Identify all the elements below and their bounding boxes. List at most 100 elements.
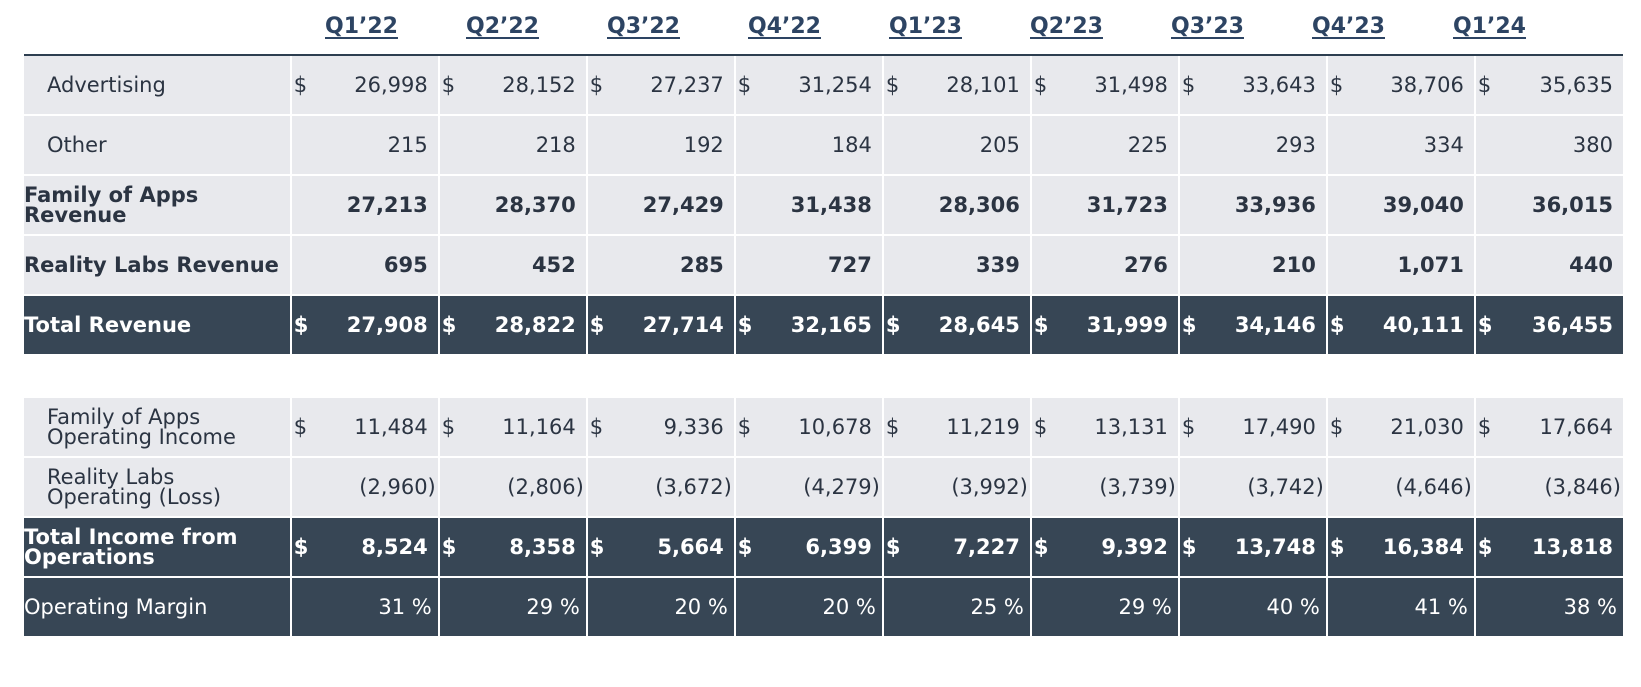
value-cell: $21,030 <box>1326 398 1476 458</box>
value-cell: $36,455 <box>1474 295 1623 356</box>
quarter-header-4: Q4’22 <box>748 14 821 39</box>
cell-value: (3,742) <box>1247 475 1324 499</box>
row-reality-labs-revenue: Reality Labs Revenue 695 452 285 727 339 276 21… <box>24 235 1623 296</box>
cell-value: 28,152 <box>502 73 576 97</box>
value-cell: $13,748 <box>1178 517 1328 578</box>
cell-value: 25 % <box>970 595 1024 619</box>
value-cell: 210 <box>1178 235 1328 296</box>
row-label-line: Operating (Loss) <box>47 485 222 509</box>
value-cell: 27,429 <box>586 175 736 236</box>
value-cell: (3,992) <box>882 457 1032 518</box>
value-cell: 293 <box>1178 115 1328 176</box>
value-cell: 36,015 <box>1474 175 1623 236</box>
cell-value: 285 <box>679 253 724 277</box>
cell-value: 10,678 <box>798 415 872 439</box>
value-cell: $28,152 <box>438 56 588 116</box>
cell-value: 33,936 <box>1234 193 1316 217</box>
value-cell: $10,678 <box>734 398 884 458</box>
value-cell: 29 % <box>1030 577 1180 638</box>
value-cell: $8,524 <box>290 517 440 578</box>
currency-symbol: $ <box>737 73 752 97</box>
row-total-revenue: Total Revenue $27,908 $28,822 $27,714 $32,16… <box>24 295 1623 356</box>
row-label: Operating Margin <box>24 577 292 638</box>
row-label: Advertising <box>24 56 292 116</box>
value-cell: 38 % <box>1474 577 1623 638</box>
cell-value: 28,306 <box>938 193 1020 217</box>
row-advertising: Advertising $26,998 $28,152 $27,237 $31,254 $… <box>24 56 1623 116</box>
cell-value: 17,664 <box>1539 415 1613 439</box>
cell-value: 727 <box>827 253 872 277</box>
value-cell: $26,998 <box>290 56 440 116</box>
value-cell: 184 <box>734 115 884 176</box>
cell-value: 36,015 <box>1531 193 1613 217</box>
cell-value: 8,358 <box>509 535 576 559</box>
row-operating-margin: Operating Margin 31 % 29 % 20 % 20 % 25 % 29 %… <box>24 577 1623 638</box>
value-cell: 41 % <box>1326 577 1476 638</box>
quarter-header: Q1’22 Q2’22 Q3’22 Q4’22 Q1’23 Q2’23 Q3’23 Q4’23… <box>0 0 1641 56</box>
cell-value: 31,498 <box>1094 73 1168 97</box>
currency-symbol: $ <box>885 313 901 337</box>
currency-symbol: $ <box>1181 415 1196 439</box>
cell-value: 36,455 <box>1531 313 1613 337</box>
cell-value: (2,960) <box>359 475 436 499</box>
value-cell: 276 <box>1030 235 1180 296</box>
cell-value: 40 % <box>1266 595 1320 619</box>
cell-value: 380 <box>1572 133 1613 157</box>
header-divider <box>24 54 1623 56</box>
value-cell: (2,806) <box>438 457 588 518</box>
value-cell: $8,358 <box>438 517 588 578</box>
cell-value: (2,806) <box>507 475 584 499</box>
cell-value: 1,071 <box>1397 253 1464 277</box>
value-cell: 339 <box>882 235 1032 296</box>
value-cell: $27,237 <box>586 56 736 116</box>
row-label-line: Reality Labs <box>47 465 175 489</box>
cell-value: 39,040 <box>1382 193 1464 217</box>
cell-value: 27,429 <box>642 193 724 217</box>
row-label-line: Operating Income <box>47 425 236 449</box>
value-cell: 695 <box>290 235 440 296</box>
value-cell: (3,739) <box>1030 457 1180 518</box>
value-cell: $31,999 <box>1030 295 1180 356</box>
cell-value: 27,213 <box>346 193 428 217</box>
value-cell: 440 <box>1474 235 1623 296</box>
currency-symbol: $ <box>589 415 604 439</box>
cell-value: 339 <box>975 253 1020 277</box>
cell-value: 11,219 <box>946 415 1020 439</box>
row-total-income-from-operations: Total Income from Operations $8,524 $8,358 $… <box>24 517 1623 578</box>
value-cell: $27,714 <box>586 295 736 356</box>
value-cell: $28,101 <box>882 56 1032 116</box>
cell-value: 31 % <box>378 595 432 619</box>
currency-symbol: $ <box>885 535 901 559</box>
cell-value: 276 <box>1124 253 1168 277</box>
currency-symbol: $ <box>1329 313 1345 337</box>
value-cell: (3,672) <box>586 457 736 518</box>
value-cell: $11,164 <box>438 398 588 458</box>
currency-symbol: $ <box>293 73 308 97</box>
cell-value: 695 <box>383 253 428 277</box>
quarter-header-3: Q3’22 <box>607 14 680 39</box>
cell-value: 9,336 <box>663 415 724 439</box>
cell-value: 27,237 <box>650 73 724 97</box>
cell-value: 205 <box>979 133 1020 157</box>
currency-symbol: $ <box>1477 415 1492 439</box>
cell-value: 21,030 <box>1390 415 1464 439</box>
value-cell: $13,131 <box>1030 398 1180 458</box>
value-cell: 205 <box>882 115 1032 176</box>
row-label: Other <box>24 115 292 176</box>
quarter-header-5: Q1’23 <box>889 14 962 39</box>
cell-value: 13,131 <box>1094 415 1168 439</box>
cell-value: 6,399 <box>805 535 872 559</box>
value-cell: $7,227 <box>882 517 1032 578</box>
value-cell: 380 <box>1474 115 1623 176</box>
cell-value: 225 <box>1127 133 1168 157</box>
row-label-line: Operating Margin <box>24 595 208 619</box>
row-label-line: Total Revenue <box>24 313 192 337</box>
row-label: Family of Apps Operating Income <box>24 398 292 458</box>
value-cell: $17,664 <box>1474 398 1623 458</box>
cell-value: (3,846) <box>1544 475 1621 499</box>
cell-value: 20 % <box>674 595 728 619</box>
currency-symbol: $ <box>1477 313 1493 337</box>
currency-symbol: $ <box>441 73 456 97</box>
currency-symbol: $ <box>1033 73 1048 97</box>
row-other: Other 215 218 192 184 205 225 293 334 380 <box>24 115 1623 176</box>
